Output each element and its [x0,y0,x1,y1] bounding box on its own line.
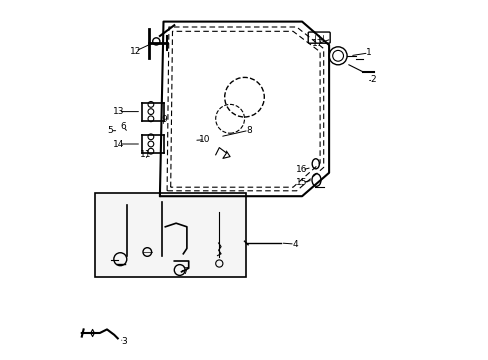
Bar [95,193,246,277]
Text: 17: 17 [311,40,322,49]
Text: 2: 2 [370,76,375,85]
FancyBboxPatch shape [307,32,329,43]
Text: 10: 10 [199,135,210,144]
Text: 6: 6 [120,122,126,131]
Text: 14: 14 [113,140,124,149]
Text: 11: 11 [140,150,151,159]
Text: 1: 1 [365,49,371,58]
Text: 3: 3 [121,338,126,346]
Text: 9: 9 [162,115,167,125]
Text: 5: 5 [107,126,113,135]
Text: 13: 13 [113,107,124,116]
Text: 15: 15 [296,178,307,187]
Text: 7: 7 [182,267,187,276]
Text: 12: 12 [129,47,141,56]
Text: 4: 4 [291,240,297,248]
Text: 16: 16 [296,166,307,175]
Text: 8: 8 [245,126,251,135]
